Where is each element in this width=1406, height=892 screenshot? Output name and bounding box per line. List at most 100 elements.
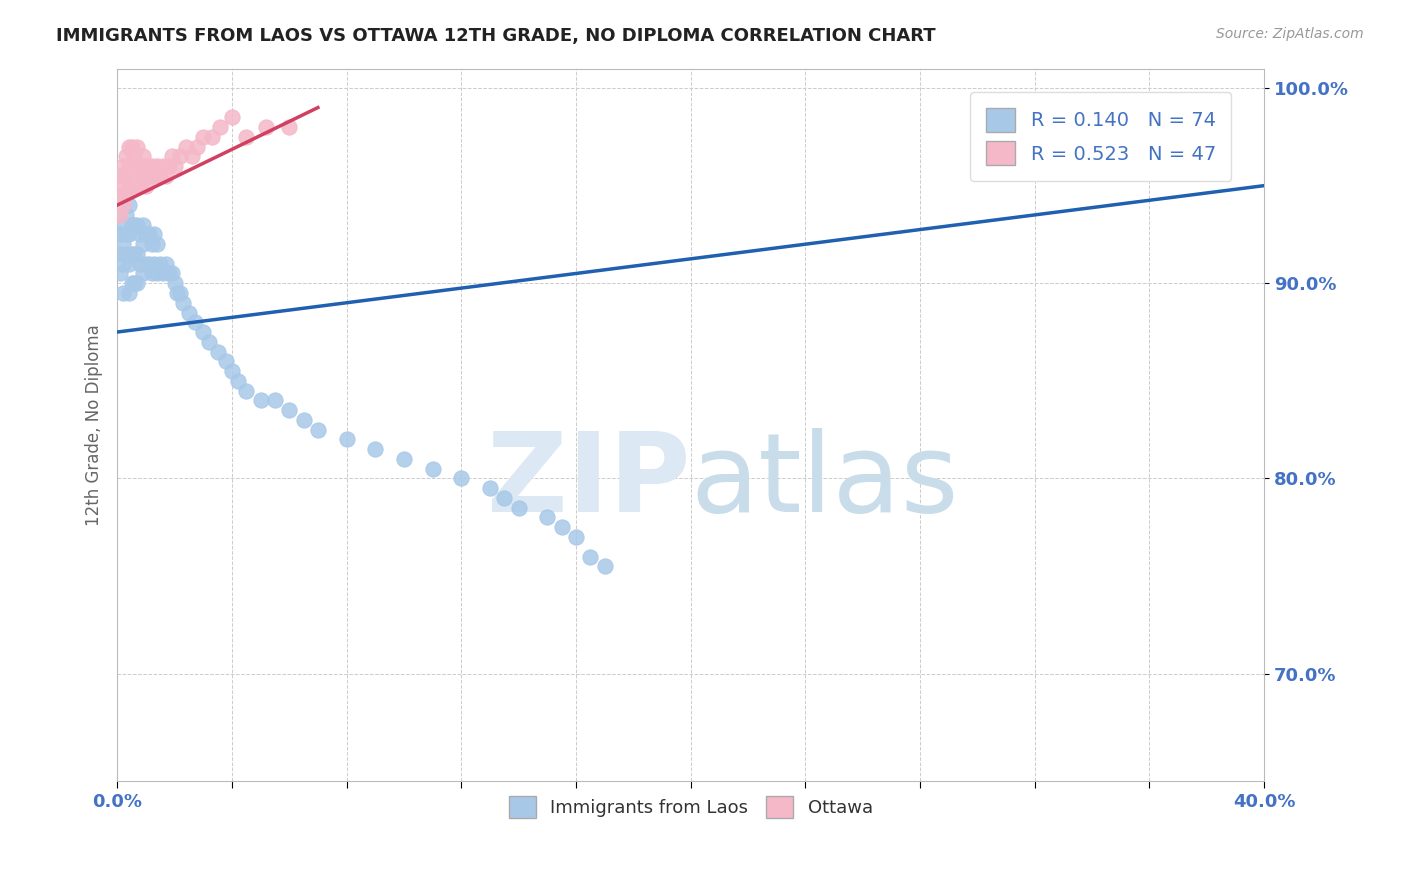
Point bbox=[127, 159, 149, 173]
Point bbox=[207, 344, 229, 359]
Point bbox=[114, 208, 136, 222]
Point bbox=[129, 227, 152, 242]
Point bbox=[209, 120, 232, 134]
Point bbox=[254, 120, 277, 134]
Point bbox=[536, 510, 558, 524]
Point bbox=[118, 159, 141, 173]
Point bbox=[121, 247, 143, 261]
Y-axis label: 12th Grade, No Diploma: 12th Grade, No Diploma bbox=[86, 324, 103, 525]
Point bbox=[138, 169, 160, 183]
Point bbox=[143, 169, 166, 183]
Point bbox=[215, 354, 238, 368]
Point bbox=[141, 267, 163, 281]
Point bbox=[166, 285, 188, 300]
Point bbox=[193, 325, 215, 339]
Point bbox=[278, 403, 301, 417]
Point bbox=[108, 267, 131, 281]
Point bbox=[138, 257, 160, 271]
Point bbox=[121, 139, 143, 153]
Point bbox=[111, 285, 134, 300]
Point bbox=[138, 227, 160, 242]
Point bbox=[108, 247, 131, 261]
Point bbox=[124, 277, 146, 291]
Point bbox=[114, 247, 136, 261]
Point bbox=[132, 218, 155, 232]
Point bbox=[118, 178, 141, 193]
Point bbox=[422, 461, 444, 475]
Point bbox=[177, 305, 200, 319]
Point bbox=[450, 471, 472, 485]
Point bbox=[132, 169, 155, 183]
Point bbox=[124, 247, 146, 261]
Point bbox=[111, 198, 134, 212]
Point bbox=[121, 178, 143, 193]
Point bbox=[127, 178, 149, 193]
Point bbox=[146, 267, 169, 281]
Point bbox=[127, 218, 149, 232]
Point bbox=[129, 159, 152, 173]
Point bbox=[132, 149, 155, 163]
Point bbox=[127, 277, 149, 291]
Point bbox=[235, 129, 257, 144]
Point bbox=[111, 178, 134, 193]
Point bbox=[132, 267, 155, 281]
Point bbox=[172, 295, 194, 310]
Point bbox=[135, 227, 157, 242]
Point bbox=[135, 257, 157, 271]
Text: atlas: atlas bbox=[690, 428, 959, 535]
Point bbox=[135, 178, 157, 193]
Point bbox=[141, 237, 163, 252]
Point bbox=[124, 149, 146, 163]
Point bbox=[143, 227, 166, 242]
Point bbox=[392, 451, 415, 466]
Point bbox=[108, 227, 131, 242]
Point bbox=[221, 111, 243, 125]
Point bbox=[160, 149, 183, 163]
Point bbox=[114, 227, 136, 242]
Point bbox=[174, 139, 197, 153]
Point bbox=[550, 520, 572, 534]
Point bbox=[157, 159, 180, 173]
Text: ZIP: ZIP bbox=[488, 428, 690, 535]
Point bbox=[163, 159, 186, 173]
Point bbox=[163, 277, 186, 291]
Point bbox=[478, 481, 501, 495]
Point bbox=[111, 237, 134, 252]
Point bbox=[149, 169, 172, 183]
Point bbox=[146, 237, 169, 252]
Point bbox=[494, 491, 516, 505]
Point bbox=[169, 149, 191, 163]
Point bbox=[124, 218, 146, 232]
Point bbox=[114, 149, 136, 163]
Point bbox=[149, 257, 172, 271]
Point bbox=[132, 237, 155, 252]
Point bbox=[565, 530, 588, 544]
Point bbox=[169, 285, 191, 300]
Point bbox=[335, 433, 357, 447]
Point bbox=[152, 159, 174, 173]
Point bbox=[108, 169, 131, 183]
Point bbox=[143, 257, 166, 271]
Point bbox=[249, 393, 271, 408]
Point bbox=[111, 257, 134, 271]
Point bbox=[157, 267, 180, 281]
Point bbox=[108, 188, 131, 202]
Point bbox=[121, 218, 143, 232]
Point bbox=[155, 257, 177, 271]
Text: IMMIGRANTS FROM LAOS VS OTTAWA 12TH GRADE, NO DIPLOMA CORRELATION CHART: IMMIGRANTS FROM LAOS VS OTTAWA 12TH GRAD… bbox=[56, 27, 936, 45]
Text: Source: ZipAtlas.com: Source: ZipAtlas.com bbox=[1216, 27, 1364, 41]
Point bbox=[198, 334, 221, 349]
Point bbox=[307, 423, 329, 437]
Point bbox=[593, 559, 616, 574]
Point bbox=[127, 139, 149, 153]
Point bbox=[180, 149, 202, 163]
Point bbox=[160, 267, 183, 281]
Point bbox=[114, 169, 136, 183]
Legend: Immigrants from Laos, Ottawa: Immigrants from Laos, Ottawa bbox=[502, 789, 880, 825]
Point bbox=[579, 549, 602, 564]
Point bbox=[118, 257, 141, 271]
Point bbox=[121, 277, 143, 291]
Point bbox=[152, 267, 174, 281]
Point bbox=[111, 159, 134, 173]
Point bbox=[111, 218, 134, 232]
